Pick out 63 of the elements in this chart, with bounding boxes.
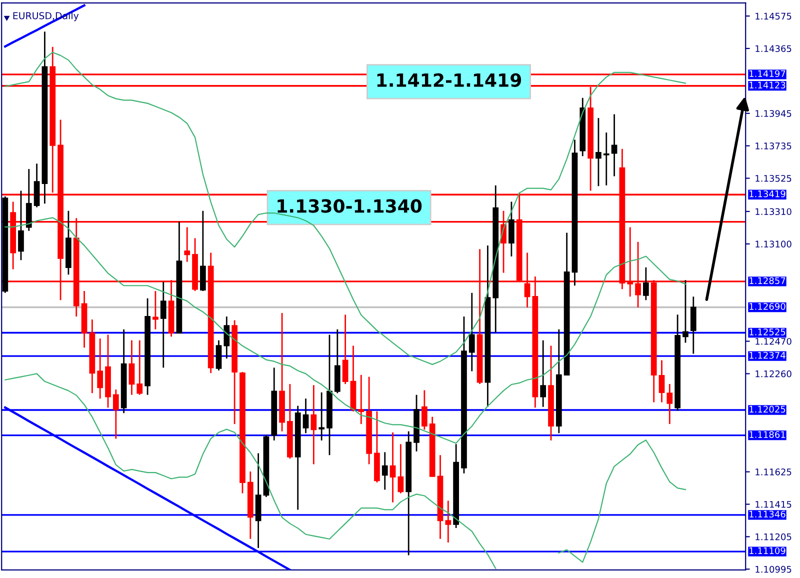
candlestick — [184, 226, 190, 263]
candlestick — [596, 117, 602, 187]
candlestick — [112, 388, 119, 440]
candlestick — [26, 168, 32, 232]
candlestick — [445, 500, 452, 544]
y-tick-label: 1.14365 — [756, 45, 792, 52]
y-tick-label: 1.10995 — [756, 566, 792, 573]
y-tick-label: 1.11415 — [756, 501, 792, 508]
candlestick — [310, 384, 317, 465]
y-tick-label: 1.11625 — [756, 468, 792, 476]
candlestick — [422, 390, 428, 430]
ref-line-label: 1.12025 — [750, 406, 786, 413]
candlestick — [128, 340, 135, 396]
candlestick — [468, 292, 475, 372]
candlestick — [200, 210, 206, 292]
ref-line-label: 1.14197 — [750, 70, 786, 78]
candlestick — [318, 392, 325, 442]
candlestick — [682, 279, 688, 344]
y-tick-label: 1.13525 — [756, 174, 792, 182]
candlestick — [224, 316, 230, 360]
candlestick — [398, 443, 404, 494]
y-tick-label: 1.12260 — [756, 370, 792, 378]
candlestick — [390, 432, 396, 504]
candlestick — [342, 314, 348, 385]
candlestick — [666, 383, 673, 425]
ref-line-label: 1.12857 — [750, 277, 786, 284]
candlestick — [302, 398, 309, 434]
y-tick-label: 1.13945 — [756, 110, 792, 117]
candlestick — [136, 340, 143, 396]
candlestick — [152, 290, 158, 330]
candlestick — [160, 281, 166, 368]
y-tick-label: 1.11205 — [756, 533, 792, 540]
ref-line-label: 1.13419 — [750, 190, 786, 198]
candlestick — [508, 201, 514, 258]
candlestick — [540, 340, 546, 408]
y-tick-label: 1.13735 — [756, 142, 792, 150]
annotation: 1.1412-1.1419 — [377, 73, 522, 87]
line-series — [4, 217, 686, 444]
candlestick — [216, 340, 222, 372]
candlestick — [690, 296, 696, 354]
candlestick — [34, 162, 40, 208]
ref-line-label: 1.12690 — [750, 303, 786, 310]
candlestick — [642, 266, 649, 301]
line-series — [4, 52, 686, 365]
candlestick — [358, 374, 364, 425]
candlestick — [658, 360, 665, 403]
ref-line-label: 1.12374 — [750, 352, 786, 359]
candlestick — [382, 451, 388, 490]
ref-line-label: 1.11346 — [750, 510, 786, 518]
line-series — [4, 4, 86, 48]
candlestick — [97, 338, 104, 400]
y-tick-label: 1.13100 — [756, 240, 792, 248]
candlestick — [603, 132, 610, 186]
candlestick — [611, 114, 618, 177]
annotation: 1.1330-1.1340 — [278, 199, 422, 213]
y-tick-label: 1.14575 — [756, 12, 792, 20]
ref-line-label: 1.12525 — [750, 328, 786, 336]
y-tick-label: 1.12470 — [756, 338, 792, 345]
candlestick — [18, 190, 24, 261]
ref-line-label: 1.14123 — [750, 82, 786, 88]
ref-line-label: 1.11861 — [750, 431, 786, 438]
y-tick-label: 1.13310 — [756, 208, 792, 216]
ref-line-label: 1.11109 — [750, 547, 786, 554]
